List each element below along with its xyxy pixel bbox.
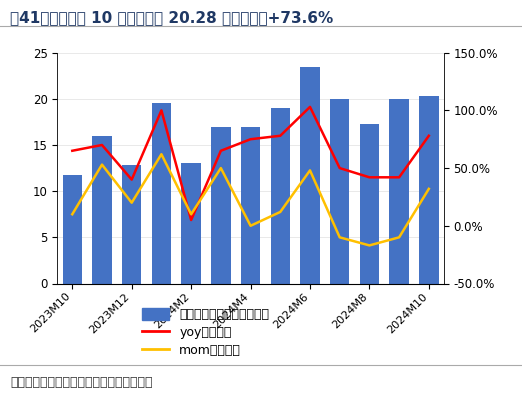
Bar — [419, 96, 438, 284]
Bar — [122, 165, 141, 284]
Text: 数据来源：神农集团公告、开源证券研究所: 数据来源：神农集团公告、开源证券研究所 — [10, 376, 153, 389]
Text: 图41：神农集团 10 月销售生猪 20.28 万头，同比+73.6%: 图41：神农集团 10 月销售生猪 20.28 万头，同比+73.6% — [10, 10, 334, 25]
Bar — [389, 99, 409, 284]
Legend: 生猪出栏量（万头，左轴）, yoy（右轴）, mom（右轴）: 生猪出栏量（万头，左轴）, yoy（右轴）, mom（右轴） — [137, 303, 274, 362]
Bar — [300, 66, 319, 283]
Bar — [241, 126, 260, 284]
Bar — [92, 136, 112, 284]
Bar — [360, 124, 379, 284]
Bar — [270, 108, 290, 284]
Bar — [63, 175, 82, 284]
Bar — [152, 103, 171, 284]
Bar — [330, 99, 349, 284]
Bar — [211, 126, 231, 284]
Bar — [182, 164, 201, 284]
